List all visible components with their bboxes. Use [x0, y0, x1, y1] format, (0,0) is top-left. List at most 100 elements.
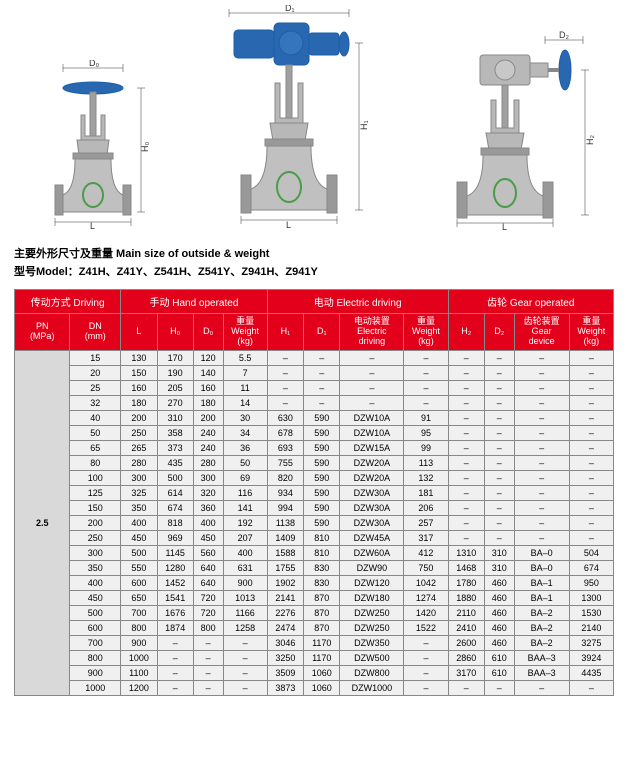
- data-cell: 678: [267, 425, 303, 440]
- table-row: 2516020516011––––––––: [15, 380, 614, 395]
- data-cell: –: [569, 455, 613, 470]
- data-cell: 205: [157, 380, 193, 395]
- data-cell: –: [484, 350, 514, 365]
- data-cell: 400: [70, 575, 121, 590]
- data-cell: DZW20A: [340, 455, 404, 470]
- data-cell: –: [304, 365, 340, 380]
- data-cell: 257: [404, 515, 448, 530]
- data-cell: 1000: [121, 650, 157, 665]
- data-cell: 1060: [304, 665, 340, 680]
- data-cell: DZW30A: [340, 485, 404, 500]
- data-cell: –: [484, 425, 514, 440]
- data-cell: DZW10A: [340, 410, 404, 425]
- data-cell: 590: [304, 410, 340, 425]
- data-cell: 3046: [267, 635, 303, 650]
- dim-d0: D₀: [89, 60, 99, 68]
- table-row: 8001000–––32501170DZW500–2860610BAA–3392…: [15, 650, 614, 665]
- data-cell: 170: [157, 350, 193, 365]
- data-cell: 207: [223, 530, 267, 545]
- data-cell: 900: [223, 575, 267, 590]
- data-cell: 3924: [569, 650, 613, 665]
- data-cell: –: [404, 380, 448, 395]
- data-cell: –: [404, 395, 448, 410]
- data-cell: DZW250: [340, 620, 404, 635]
- data-cell: –: [157, 680, 193, 695]
- data-cell: –: [514, 350, 569, 365]
- data-cell: BA–0: [514, 545, 569, 560]
- data-cell: –: [569, 515, 613, 530]
- data-cell: 1060: [304, 680, 340, 695]
- data-cell: 630: [267, 410, 303, 425]
- data-cell: 631: [223, 560, 267, 575]
- data-cell: 3509: [267, 665, 303, 680]
- valve-electric-svg: D₁ L: [199, 5, 379, 230]
- table-row: 6526537324036693590DZW15A99––––: [15, 440, 614, 455]
- data-cell: 116: [223, 485, 267, 500]
- data-cell: 3873: [267, 680, 303, 695]
- data-cell: 700: [70, 635, 121, 650]
- data-cell: –: [157, 665, 193, 680]
- data-cell: –: [448, 485, 484, 500]
- data-cell: –: [223, 680, 267, 695]
- data-cell: 160: [193, 380, 223, 395]
- data-cell: 994: [267, 500, 303, 515]
- data-cell: DZW45A: [340, 530, 404, 545]
- column-header: 电动装置Electricdriving: [340, 314, 404, 351]
- data-cell: 504: [569, 545, 613, 560]
- data-cell: BAA–3: [514, 665, 569, 680]
- data-cell: 140: [193, 365, 223, 380]
- data-cell: DZW350: [340, 635, 404, 650]
- data-cell: 99: [404, 440, 448, 455]
- data-cell: –: [193, 635, 223, 650]
- data-cell: 614: [157, 485, 193, 500]
- data-cell: –: [514, 395, 569, 410]
- data-cell: 1468: [448, 560, 484, 575]
- data-cell: 450: [193, 530, 223, 545]
- data-cell: 870: [304, 590, 340, 605]
- data-cell: 69: [223, 470, 267, 485]
- data-cell: 1310: [448, 545, 484, 560]
- data-cell: –: [569, 380, 613, 395]
- data-cell: BA–0: [514, 560, 569, 575]
- data-cell: –: [484, 530, 514, 545]
- data-cell: 192: [223, 515, 267, 530]
- diagram-row: D₀ L H₀: [0, 0, 628, 235]
- data-cell: 3250: [267, 650, 303, 665]
- data-cell: 400: [193, 515, 223, 530]
- valve-gear-svg: D₂ L: [425, 30, 595, 230]
- data-cell: –: [448, 380, 484, 395]
- data-cell: –: [514, 440, 569, 455]
- data-cell: 900: [70, 665, 121, 680]
- data-cell: 32: [70, 395, 121, 410]
- data-cell: 15: [70, 350, 121, 365]
- data-cell: –: [484, 515, 514, 530]
- data-cell: 800: [121, 620, 157, 635]
- data-cell: –: [404, 680, 448, 695]
- data-cell: 1258: [223, 620, 267, 635]
- data-cell: –: [340, 365, 404, 380]
- data-cell: 500: [157, 470, 193, 485]
- table-row: 500700167672011662276870DZW2501420211046…: [15, 605, 614, 620]
- table-body: 2.5151301701205.5––––––––201501901407–––…: [15, 350, 614, 695]
- column-header: 重量Weight(kg): [404, 314, 448, 351]
- data-cell: 1280: [157, 560, 193, 575]
- data-cell: 590: [304, 485, 340, 500]
- data-cell: 206: [404, 500, 448, 515]
- table-row: 150350674360141994590DZW30A206––––: [15, 500, 614, 515]
- data-cell: 1874: [157, 620, 193, 635]
- data-cell: –: [267, 395, 303, 410]
- data-cell: –: [223, 650, 267, 665]
- data-cell: 800: [193, 620, 223, 635]
- data-cell: 1145: [157, 545, 193, 560]
- diagram-electric: D₁ L: [199, 5, 379, 230]
- data-cell: –: [569, 680, 613, 695]
- data-cell: 300: [121, 470, 157, 485]
- table-row: 10030050030069820590DZW20A132––––: [15, 470, 614, 485]
- data-cell: 810: [304, 545, 340, 560]
- data-cell: 640: [193, 575, 223, 590]
- dim-d2: D₂: [559, 30, 569, 40]
- data-cell: 460: [484, 590, 514, 605]
- data-cell: 2410: [448, 620, 484, 635]
- data-cell: 640: [193, 560, 223, 575]
- data-cell: –: [267, 350, 303, 365]
